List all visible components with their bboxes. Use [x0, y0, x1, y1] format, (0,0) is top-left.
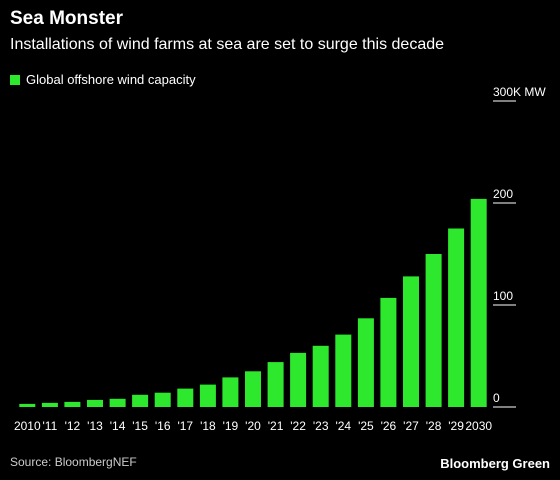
x-tick-label: '11	[43, 419, 58, 433]
bar	[64, 401, 81, 407]
bar	[470, 198, 487, 407]
x-tick-label: '14	[110, 419, 126, 433]
bar	[267, 362, 284, 407]
bar	[87, 399, 103, 407]
x-tick-label: '25	[358, 419, 374, 433]
chart-subtitle: Installations of wind farms at sea are s…	[10, 36, 445, 53]
bar	[290, 352, 307, 407]
y-tick-label: 0	[493, 391, 500, 405]
source-note: Source: BloombergNEF	[10, 455, 137, 469]
legend-label: Global offshore wind capacity	[26, 72, 196, 87]
bar	[154, 392, 171, 407]
y-tick-label: 200	[493, 187, 513, 201]
x-tick-label: '26	[381, 419, 397, 433]
bar	[41, 402, 58, 407]
x-tick-label: '21	[268, 419, 284, 433]
x-tick-label: '27	[403, 419, 419, 433]
x-tick-label: 2010	[14, 419, 41, 433]
x-tick-label: '22	[290, 419, 306, 433]
bar	[245, 371, 261, 407]
bar	[19, 403, 36, 407]
x-tick-label: '16	[155, 419, 171, 433]
x-tick-label: '17	[177, 419, 193, 433]
y-tick-label: 300K MW	[493, 85, 546, 99]
x-tick-label: '28	[426, 419, 442, 433]
y-tick-label: 100	[493, 289, 513, 303]
x-tick-label: '23	[313, 419, 329, 433]
chart-title: Sea Monster	[10, 8, 123, 29]
x-tick-label: '18	[200, 419, 216, 433]
bar	[380, 297, 397, 407]
bar	[448, 228, 465, 407]
bar	[109, 398, 126, 407]
x-tick-label: '19	[223, 419, 239, 433]
x-tick-label: 2030	[465, 419, 492, 433]
bar	[425, 254, 442, 407]
bar	[177, 388, 194, 407]
bar	[403, 276, 419, 407]
bar	[222, 377, 239, 407]
x-tick-label: '15	[132, 419, 148, 433]
legend-swatch	[10, 74, 20, 85]
x-tick-label: '24	[335, 419, 351, 433]
legend: Global offshore wind capacity	[10, 72, 196, 87]
brand-logo: Bloomberg Green	[440, 456, 550, 471]
bar	[312, 345, 329, 407]
x-tick-label: '13	[87, 419, 103, 433]
x-tick-label: '20	[245, 419, 261, 433]
bar	[335, 334, 352, 407]
bar	[357, 318, 374, 407]
x-tick-label: '29	[448, 419, 464, 433]
bar	[199, 384, 216, 407]
x-tick-label: '12	[65, 419, 81, 433]
bar	[132, 394, 149, 407]
